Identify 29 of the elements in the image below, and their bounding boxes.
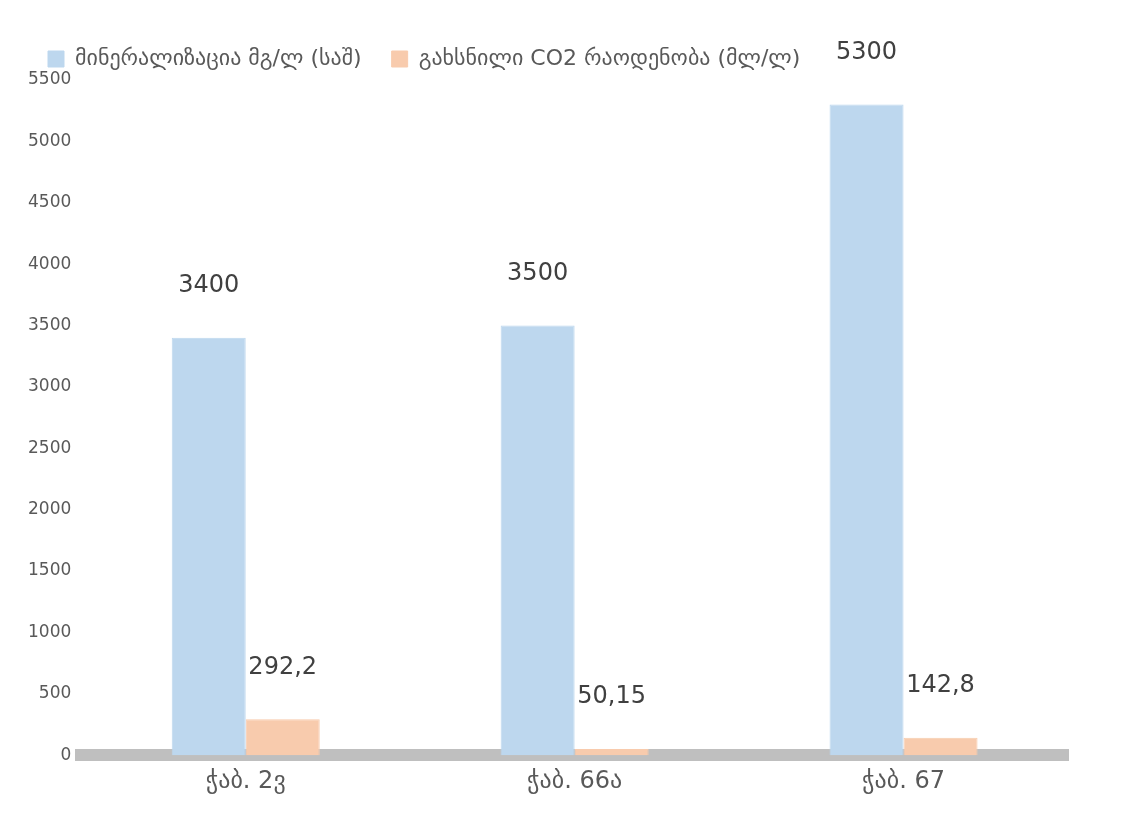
y-tick-label: 2500 [28, 436, 72, 457]
data-label: 5300 [836, 36, 898, 65]
x-tick-label: ჭაბ. 66ა [527, 765, 623, 794]
data-label: 3400 [178, 270, 240, 299]
legend-label: მინერალიზაცია მგ/ლ (საშ) [75, 44, 362, 70]
data-label: 142,8 [906, 669, 975, 698]
y-tick-label: 4000 [28, 252, 72, 273]
data-label: 3500 [507, 257, 569, 286]
y-tick-label: 5500 [28, 68, 72, 89]
bar [574, 749, 649, 756]
y-tick-label: 2000 [28, 498, 72, 519]
y-tick-label: 0 [60, 743, 72, 764]
data-label: 292,2 [248, 651, 318, 680]
y-tick-label: 500 [38, 682, 72, 703]
y-tick-label: 3500 [28, 313, 72, 334]
bar [903, 737, 978, 756]
y-tick-label: 4500 [28, 191, 72, 212]
x-tick-label: ჭაბ. 2ვ [205, 765, 286, 794]
bar [500, 325, 575, 756]
x-tick-label: ჭაბ. 67 [862, 765, 945, 794]
y-tick-label: 1000 [28, 620, 72, 641]
y-tick-label: 1500 [28, 559, 72, 580]
data-label: 50,15 [577, 681, 646, 710]
y-tick-label: 3000 [28, 375, 72, 396]
bar [171, 337, 246, 756]
bar [245, 719, 320, 756]
y-tick-label: 5000 [28, 129, 72, 150]
bar [829, 104, 904, 756]
legend-label: გახსნილი CO2 რაოდენობა (მლ/ლ) [418, 44, 801, 70]
